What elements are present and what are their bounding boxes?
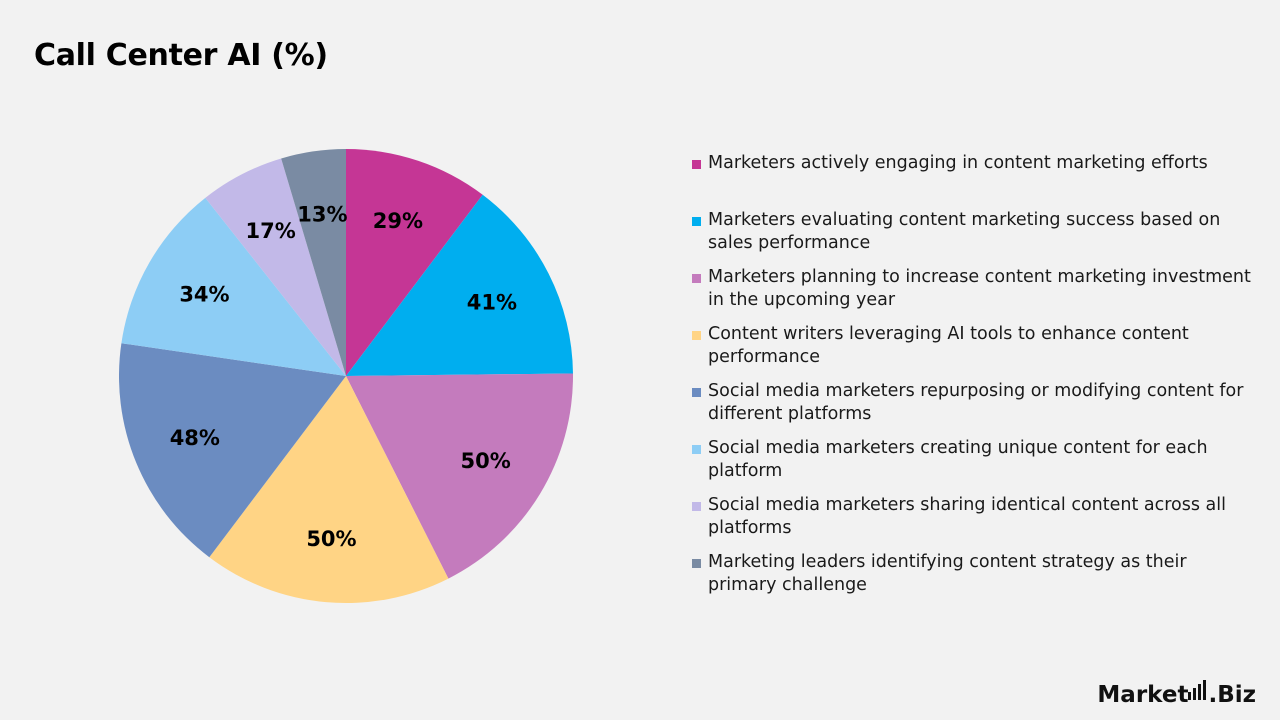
legend-swatch [692,331,701,340]
pie-slice-3 [346,373,574,579]
chart-title: Call Center AI (%) [34,38,328,73]
legend-label: Marketing leaders identifying content st… [708,552,1187,595]
legend-label: Social media marketers repurposing or mo… [708,381,1244,424]
chart-legend: Marketers actively engaging in content m… [692,152,1252,608]
slice-label-1: 29% [373,209,423,233]
brand-logo: Market .Biz [1097,680,1256,708]
legend-swatch [692,274,701,283]
brand-name-suffix: .Biz [1208,682,1256,708]
legend-label: Social media marketers creating unique c… [708,438,1208,481]
slice-label-7: 17% [246,219,296,243]
slice-label-3: 50% [461,449,511,473]
legend-label: Marketers planning to increase content m… [708,267,1251,310]
pie-slice-2 [346,194,573,376]
legend-label: Marketers actively engaging in content m… [708,153,1208,173]
pie-slice-5 [119,343,347,558]
pie-slice-1 [346,148,483,376]
legend-swatch [692,502,701,511]
slice-label-2: 41% [467,290,517,314]
pie-chart: 29% 41% 50% 50% 48% 34% 17%13% [119,148,574,603]
legend-item-3: Marketers planning to increase content m… [692,266,1252,323]
legend-item-5: Social media marketers repurposing or mo… [692,380,1252,437]
legend-swatch [692,217,701,226]
legend-swatch [692,559,701,568]
brand-bars-icon [1188,680,1207,700]
pie-slice-7 [205,158,346,376]
slice-label-5: 48% [170,426,220,450]
brand-name-main: Market [1097,682,1189,708]
legend-swatch [692,160,701,169]
legend-item-2: Marketers evaluating content marketing s… [692,209,1252,266]
legend-swatch [692,388,701,397]
legend-label: Social media marketers sharing identical… [708,495,1227,538]
legend-item-7: Social media marketers sharing identical… [692,494,1252,551]
legend-item-8: Marketing leaders identifying content st… [692,551,1252,608]
legend-item-6: Social media marketers creating unique c… [692,437,1252,494]
slice-label-4: 50% [306,527,356,551]
pie-slice-4 [209,376,449,603]
legend-item-4: Content writers leveraging AI tools to e… [692,323,1252,380]
legend-swatch [692,445,701,454]
slice-label-8: 13% [297,202,347,226]
pie-slice-6 [121,197,346,376]
pie-slice-8 [281,149,346,376]
slice-label-6: 34% [179,282,229,306]
legend-label: Content writers leveraging AI tools to e… [708,324,1189,367]
legend-label: Marketers evaluating content marketing s… [708,210,1221,253]
legend-item-1: Marketers actively engaging in content m… [692,152,1252,209]
